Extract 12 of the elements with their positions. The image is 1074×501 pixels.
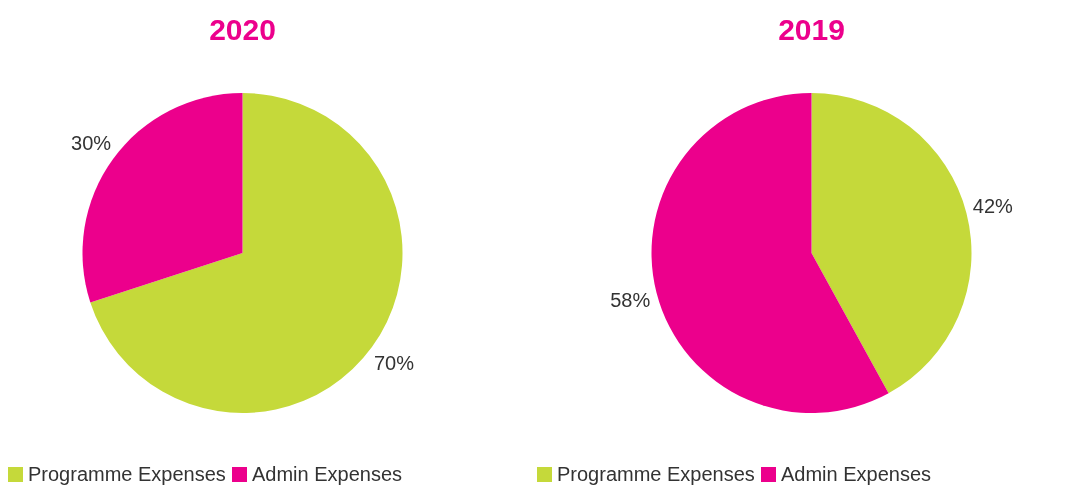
data-label: 30%: [71, 131, 112, 154]
chart-title: 2019: [778, 13, 845, 46]
pie-slice: [651, 93, 889, 413]
legend-label: Admin Expenses: [781, 463, 932, 485]
legend-label: Programme Expenses: [557, 463, 755, 485]
data-label: 70%: [373, 352, 415, 375]
chart-title: 2020: [209, 13, 276, 46]
legend-label: Admin Expenses: [252, 463, 403, 485]
legend-label: Programme Expenses: [28, 463, 226, 485]
pie-slice: [811, 93, 972, 394]
data-label: 42%: [972, 195, 1014, 218]
data-label: 58%: [610, 288, 651, 311]
